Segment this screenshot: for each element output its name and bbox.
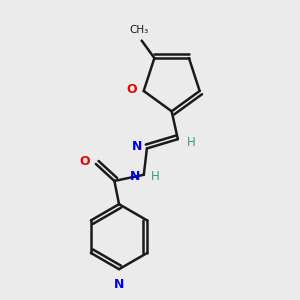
Text: H: H xyxy=(187,136,196,149)
Text: H: H xyxy=(151,170,159,183)
Text: CH₃: CH₃ xyxy=(130,25,149,35)
Text: N: N xyxy=(114,278,124,292)
Text: O: O xyxy=(126,83,137,96)
Text: N: N xyxy=(132,140,142,153)
Text: O: O xyxy=(80,155,90,168)
Text: N: N xyxy=(130,170,140,183)
